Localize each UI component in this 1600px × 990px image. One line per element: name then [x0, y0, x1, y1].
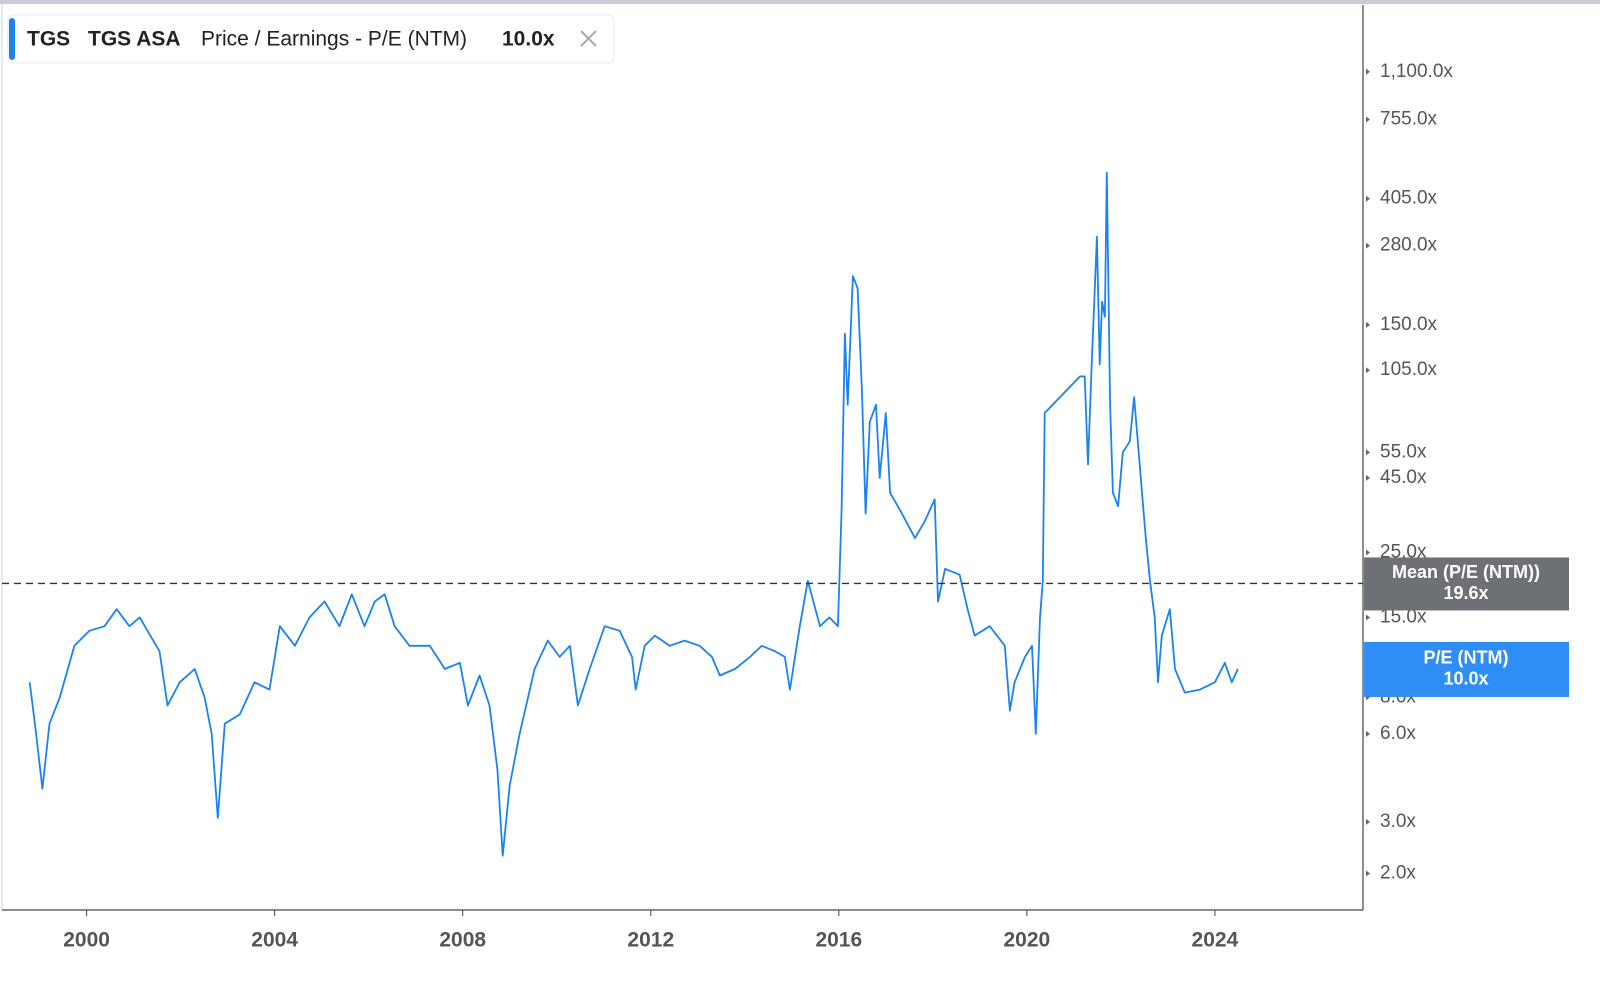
legend-value: 10.0x [502, 28, 555, 51]
legend-color [9, 18, 15, 60]
company: TGS ASA [88, 28, 181, 51]
y-tick-label: 1,100.0x [1380, 61, 1453, 82]
y-tick [1366, 321, 1370, 328]
y-tick-label: 6.0x [1380, 723, 1416, 744]
current-badge-value: 10.0x [1443, 669, 1488, 689]
y-tick [1366, 367, 1370, 374]
mean-badge: Mean (P/E (NTM))19.6x [1364, 557, 1569, 611]
close-icon[interactable] [580, 30, 597, 47]
x-tick-label: 2016 [815, 929, 862, 952]
legend-frame [7, 14, 615, 64]
y-tick [1366, 818, 1370, 825]
y-tick [1366, 449, 1370, 456]
y-tick [1366, 242, 1370, 249]
y-tick [1366, 730, 1370, 737]
y-tick-label: 150.0x [1380, 314, 1438, 335]
y-tick-label: 45.0x [1380, 467, 1427, 488]
mean-badge-value: 19.6x [1443, 583, 1488, 603]
x-tick-label: 2012 [627, 929, 674, 952]
y-tick-label: 405.0x [1380, 188, 1438, 209]
ticker: TGS [27, 28, 70, 51]
y-tick [1366, 116, 1370, 123]
metric: Price / Earnings - P/E (NTM) [201, 28, 467, 51]
y-tick [1366, 68, 1370, 75]
y-tick [1366, 474, 1370, 481]
y-tick-label: 25.0x [1380, 542, 1427, 563]
y-tick-label: 55.0x [1380, 441, 1427, 462]
mean-badge-name: Mean (P/E (NTM)) [1392, 562, 1540, 582]
x-tick-label: 2008 [439, 929, 486, 952]
current-badge-bg [1364, 641, 1569, 697]
current-badge-name: P/E (NTM) [1424, 648, 1509, 668]
y-tick [1366, 870, 1370, 877]
x-tick-label: 2004 [251, 929, 298, 952]
x-tick-label: 2024 [1192, 929, 1239, 952]
current-badge: P/E (NTM)10.0x [1364, 641, 1569, 697]
y-tick-label: 15.0x [1380, 606, 1427, 627]
mean-badge-bg [1364, 557, 1569, 611]
y-tick-label: 3.0x [1380, 811, 1416, 832]
y-tick-label: 2.0x [1380, 862, 1416, 883]
x-tick-label: 2020 [1004, 929, 1051, 952]
x-tick-label: 2000 [63, 929, 110, 952]
legend-box: TGS TGS ASA Price / Earnings - P/E (NTM)… [7, 14, 615, 64]
y-tick-label: 280.0x [1380, 235, 1438, 256]
y-tick [1366, 549, 1370, 556]
y-tick [1366, 195, 1370, 202]
y-tick-label: 755.0x [1380, 109, 1438, 130]
y-tick-label: 105.0x [1380, 359, 1438, 380]
series-line [28, 171, 1239, 857]
y-tick [1366, 614, 1370, 621]
